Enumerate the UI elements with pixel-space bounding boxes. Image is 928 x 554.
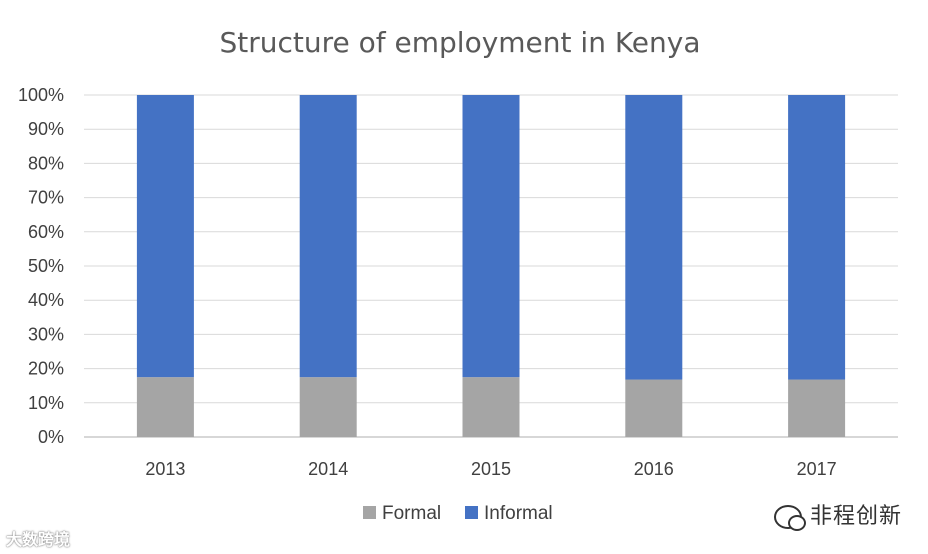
bar-formal-2015 — [463, 377, 520, 437]
y-tick-label: 80% — [28, 153, 64, 173]
y-axis-tick-labels: 0% 10% 20% 30% 40% 50% 60% 70% 80% 90% 100% — [18, 85, 64, 447]
y-tick-label: 100% — [18, 85, 64, 105]
bar-formal-2014 — [300, 377, 357, 437]
y-tick-label: 40% — [28, 290, 64, 310]
bar-informal-2013 — [137, 95, 194, 377]
y-tick-label: 70% — [28, 188, 64, 208]
x-tick-label: 2016 — [634, 459, 674, 479]
x-tick-label: 2014 — [308, 459, 348, 479]
wechat-icon — [774, 505, 802, 529]
y-tick-label: 0% — [38, 427, 64, 447]
legend-swatch-informal — [465, 506, 478, 519]
y-tick-label: 20% — [28, 359, 64, 379]
x-tick-label: 2017 — [797, 459, 837, 479]
legend-swatch-formal — [363, 506, 376, 519]
bar-formal-2013 — [137, 377, 194, 437]
legend: Formal Informal — [363, 503, 553, 524]
bar-informal-2015 — [463, 95, 520, 377]
legend-label-informal: Informal — [484, 503, 553, 524]
watermark-left: 大数跨境 — [6, 526, 70, 550]
x-tick-label: 2013 — [145, 459, 185, 479]
x-tick-label: 2015 — [471, 459, 511, 479]
y-tick-label: 10% — [28, 393, 64, 413]
bar-formal-2017 — [788, 380, 845, 437]
y-tick-label: 30% — [28, 324, 64, 344]
watermark-right-text: 非程创新 — [810, 504, 902, 529]
bar-informal-2014 — [300, 95, 357, 377]
chart-title: Structure of employment in Kenya — [219, 26, 700, 59]
bar-informal-2017 — [788, 95, 845, 380]
bar-formal-2016 — [625, 380, 682, 437]
y-tick-label: 50% — [28, 256, 64, 276]
y-tick-label: 60% — [28, 222, 64, 242]
watermark-right: 非程创新 — [774, 498, 902, 530]
x-axis-tick-labels: 2013 2014 2015 2016 2017 — [145, 459, 836, 479]
y-tick-label: 90% — [28, 119, 64, 139]
bar-informal-2016 — [625, 95, 682, 380]
legend-label-formal: Formal — [382, 503, 441, 524]
